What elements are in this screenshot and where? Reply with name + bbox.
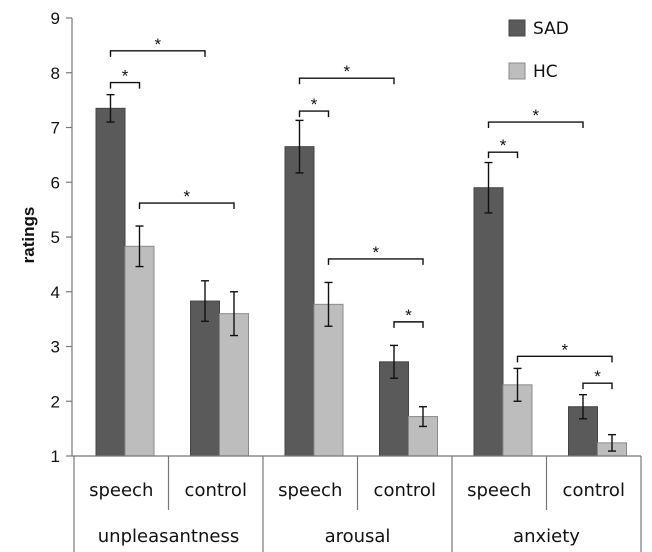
y-tick-label: 7 (51, 119, 60, 138)
y-tick-label: 6 (51, 173, 60, 192)
significance-star: * (343, 62, 350, 81)
significance-star: * (311, 95, 318, 114)
significance-star: * (594, 367, 601, 386)
bar-sad-0 (95, 107, 126, 457)
x-category-label: control (185, 480, 247, 501)
legend-label-hc: HC (533, 62, 558, 82)
x-category-label: speech (467, 480, 531, 501)
x-axis: speech control speech control speech control u… (72, 455, 642, 552)
bar-sad-4 (473, 187, 504, 457)
error-bars (106, 93, 616, 452)
y-tick-label: 1 (51, 447, 60, 466)
y-axis-label: ratings (19, 207, 38, 264)
significance-bracket (487, 151, 519, 159)
y-tick-label: 3 (51, 338, 60, 357)
legend-swatch-hc (508, 62, 526, 80)
x-group-label: arousal (325, 526, 391, 547)
bar-sad-2 (284, 146, 315, 457)
bar-hc-0 (124, 245, 155, 457)
bars (95, 107, 627, 457)
x-category-label: control (374, 480, 436, 501)
x-category-label: control (563, 480, 625, 501)
x-category-label: speech (89, 480, 153, 501)
significance-bracket (298, 77, 395, 85)
y-tick-label: 8 (51, 64, 60, 83)
significance-bracket (516, 355, 613, 363)
legend: SAD HC (508, 19, 569, 82)
x-group-label: anxiety (513, 526, 580, 547)
x-category-label: speech (278, 480, 342, 501)
significance-bracket (393, 321, 424, 328)
x-group-label: unpleasantness (98, 526, 239, 547)
significance-bracket (582, 382, 613, 390)
legend-label-sad: SAD (533, 19, 569, 39)
y-tick-label: 4 (51, 283, 60, 302)
bar-hc-2 (313, 303, 344, 457)
significance-star: * (154, 35, 161, 54)
y-tick-label: 9 (51, 9, 60, 28)
significance-star: * (122, 67, 129, 86)
significance-star: * (561, 340, 568, 359)
significance-bracket (109, 81, 141, 89)
legend-swatch-sad (508, 19, 526, 37)
significance-bracket (487, 121, 584, 129)
bar-sad-1 (190, 300, 220, 457)
significance-bracket (109, 50, 206, 57)
y-tick-label: 5 (51, 228, 60, 247)
significance-bracket (138, 202, 235, 210)
significance-star: * (532, 106, 539, 125)
significance-bracket (327, 258, 424, 265)
y-tick-label: 2 (51, 392, 60, 411)
significance-star: * (372, 243, 379, 262)
significance-star: * (405, 306, 412, 325)
significance-star: * (500, 136, 507, 155)
significance-star: * (183, 187, 190, 206)
y-axis: 1 2 3 4 5 6 7 8 9 (51, 9, 73, 466)
significance-bracket (298, 110, 330, 118)
significance-brackets: * * * * * * * * * * * (109, 35, 613, 390)
